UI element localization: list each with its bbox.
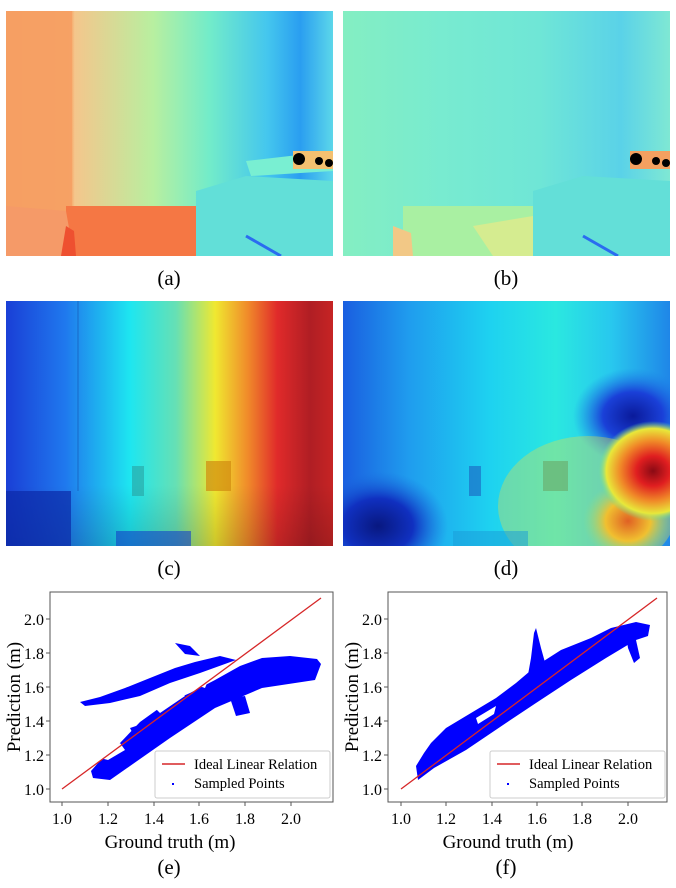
- svg-text:Sampled Points: Sampled Points: [529, 776, 620, 792]
- svg-text:1.4: 1.4: [144, 811, 164, 828]
- chart-f-svg: 1.0 1.2 1.4 1.6 1.8 2.0 1.0 1.2 1.4 1.6 …: [342, 591, 668, 853]
- svg-text:2.0: 2.0: [618, 811, 638, 828]
- svg-text:1.4: 1.4: [24, 714, 44, 731]
- svg-text:2.0: 2.0: [281, 811, 301, 828]
- chart-f-xticks: 1.0 1.2 1.4 1.6 1.8 2.0: [391, 811, 638, 828]
- panel-b-depth-map: [343, 11, 670, 256]
- svg-text:1.8: 1.8: [572, 811, 592, 828]
- chart-e-yticks: 1.0 1.2 1.4 1.6 1.8 2.0: [24, 612, 44, 799]
- caption-a: (a): [157, 266, 181, 290]
- chart-f-yticks: 1.0 1.2 1.4 1.6 1.8 2.0: [362, 612, 382, 799]
- svg-text:1.4: 1.4: [482, 811, 502, 828]
- svg-text:Sampled Points: Sampled Points: [194, 776, 285, 792]
- chart-e-xlabel: Ground truth (m): [105, 832, 236, 853]
- svg-text:1.2: 1.2: [24, 748, 44, 765]
- chart-e-svg: 1.0 1.2 1.4 1.6 1.8 2.0 1.0 1.2 1.4 1.6 …: [4, 591, 334, 853]
- svg-text:1.0: 1.0: [24, 782, 44, 799]
- chart-f-ylabel: Prediction (m): [342, 642, 363, 752]
- chart-f-sampled-points: [416, 622, 650, 780]
- chart-e-ylabel: Prediction (m): [4, 642, 25, 752]
- caption-b: (b): [493, 266, 519, 290]
- legend-point-icon: [507, 783, 509, 785]
- svg-text:1.0: 1.0: [52, 811, 72, 828]
- chart-f-ytick-marks: [384, 618, 388, 790]
- svg-text:1.6: 1.6: [527, 811, 547, 828]
- chart-e-sampled-points: [80, 643, 321, 780]
- svg-text:1.2: 1.2: [98, 811, 118, 828]
- chart-f-xlabel: Ground truth (m): [443, 832, 574, 853]
- svg-text:1.2: 1.2: [436, 811, 456, 828]
- svg-text:Ideal Linear Relation: Ideal Linear Relation: [529, 757, 653, 773]
- panel-d-heatmap: [343, 301, 670, 546]
- chart-f-legend: Ideal Linear Relation Sampled Points: [489, 750, 666, 799]
- chart-f-voids: [476, 706, 496, 724]
- svg-text:1.8: 1.8: [235, 811, 255, 828]
- chart-f-ideal-line: [400, 597, 658, 790]
- heatmap-c-image: [6, 301, 333, 546]
- chart-e-scatter: 1.0 1.2 1.4 1.6 1.8 2.0 1.0 1.2 1.4 1.6 …: [0, 588, 336, 856]
- caption-c: (c): [157, 556, 181, 580]
- svg-text:1.0: 1.0: [391, 811, 411, 828]
- svg-text:1.8: 1.8: [362, 646, 382, 663]
- chart-e-ytick-marks: [46, 618, 50, 790]
- caption-d: (d): [493, 556, 519, 580]
- svg-text:2.0: 2.0: [24, 612, 44, 629]
- depth-map-b-image: [343, 11, 670, 256]
- svg-text:1.4: 1.4: [362, 714, 382, 731]
- heatmap-d-image: [343, 301, 670, 546]
- svg-text:1.6: 1.6: [189, 811, 209, 828]
- svg-text:2.0: 2.0: [362, 612, 382, 629]
- chart-f-xtick-marks: [400, 802, 629, 806]
- panel-a-depth-map: [6, 11, 333, 256]
- chart-f-scatter: 1.0 1.2 1.4 1.6 1.8 2.0 1.0 1.2 1.4 1.6 …: [336, 588, 676, 856]
- chart-e-legend: Ideal Linear Relation Sampled Points: [154, 750, 331, 799]
- caption-f: (f): [495, 855, 517, 879]
- caption-e: (e): [157, 855, 181, 879]
- chart-e-xticks: 1.0 1.2 1.4 1.6 1.8 2.0: [52, 811, 301, 828]
- svg-text:1.6: 1.6: [24, 680, 44, 697]
- chart-e-ideal-line: [61, 597, 322, 790]
- legend-point-icon: [172, 783, 174, 785]
- depth-map-a-image: [6, 11, 333, 256]
- svg-text:1.2: 1.2: [362, 748, 382, 765]
- svg-text:1.6: 1.6: [362, 680, 382, 697]
- chart-e-xtick-marks: [61, 802, 292, 806]
- svg-text:1.8: 1.8: [24, 646, 44, 663]
- panel-c-heatmap: [6, 301, 333, 546]
- svg-text:1.0: 1.0: [362, 782, 382, 799]
- svg-text:Ideal Linear Relation: Ideal Linear Relation: [194, 757, 318, 773]
